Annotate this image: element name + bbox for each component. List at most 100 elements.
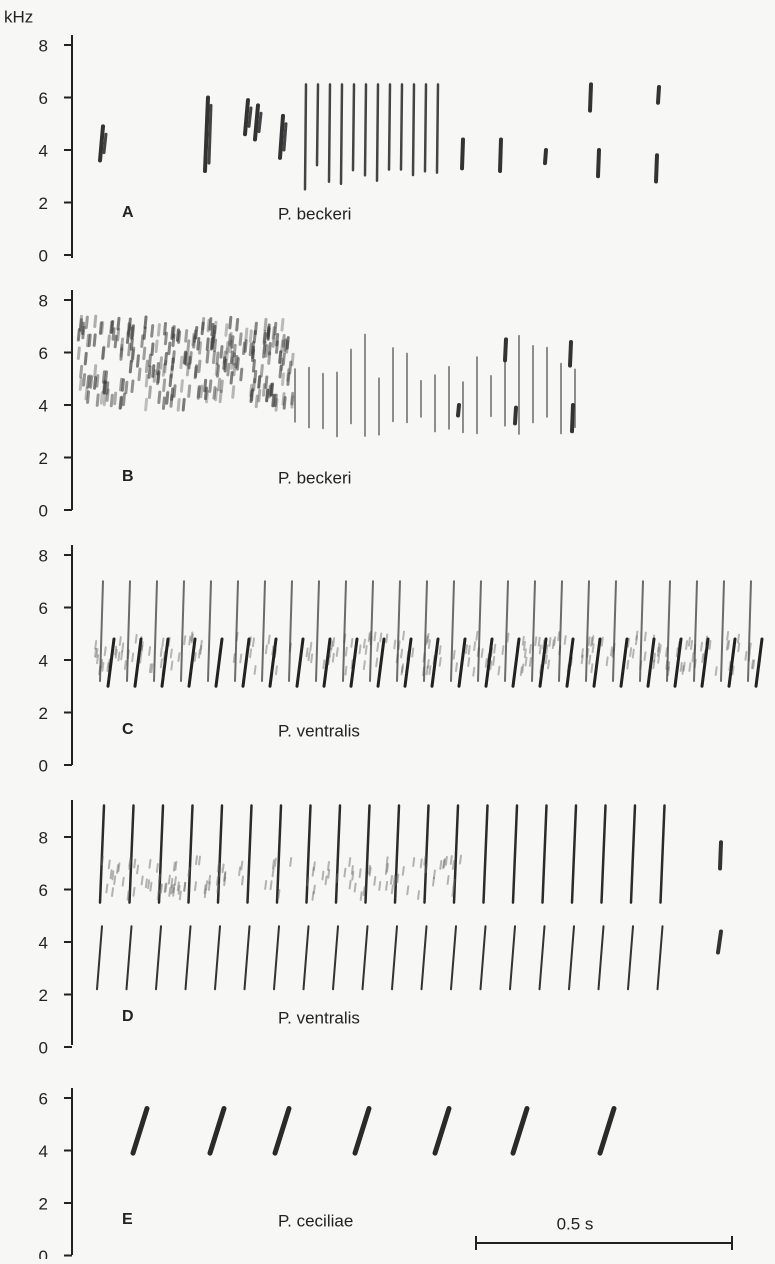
spectrogram-trace xyxy=(197,359,202,374)
spectrogram-trace xyxy=(161,363,166,377)
spectrogram-trace xyxy=(121,642,125,653)
spectrogram-trace xyxy=(726,631,730,641)
spectrogram-trace xyxy=(198,341,203,355)
spectrogram-trace xyxy=(392,874,396,885)
spectrogram-trace xyxy=(406,885,410,896)
spectrogram-trace xyxy=(262,329,267,344)
spectrogram-trace xyxy=(232,653,236,664)
spectrogram-trace xyxy=(172,384,177,398)
spectrogram-trace xyxy=(643,631,647,642)
spectrogram-trace xyxy=(159,647,163,658)
spectrogram-trace xyxy=(83,351,88,366)
spectrogram-trace xyxy=(187,804,194,904)
spectrogram-trace xyxy=(238,866,242,877)
spectrogram-trace xyxy=(144,359,149,374)
spectrogram-trace xyxy=(335,647,339,658)
spectrogram-trace xyxy=(750,659,754,670)
spectrogram-trace xyxy=(121,876,125,887)
spectrogram-trace xyxy=(248,636,252,647)
spectrogram-trace xyxy=(332,637,336,647)
spectrogram-trace xyxy=(282,122,288,152)
spectrogram-trace xyxy=(658,644,662,654)
spectrogram-trace xyxy=(510,1106,530,1156)
spectrogram-trace xyxy=(328,647,332,658)
spectrogram-trace xyxy=(207,580,212,682)
y-tick-label: 2 xyxy=(39,986,48,1005)
spectrogram-trace xyxy=(200,321,205,336)
spectrogram-trace xyxy=(163,331,168,346)
spectrogram-trace xyxy=(656,646,660,657)
spectrogram-trace xyxy=(590,663,594,674)
spectrogram-trace xyxy=(419,858,423,869)
spectrogram-trace xyxy=(148,646,152,657)
spectrogram-trace xyxy=(160,637,170,688)
spectrogram-trace xyxy=(321,870,325,881)
y-tick-label: 6 xyxy=(39,344,48,363)
spectrogram-trace xyxy=(417,890,421,901)
spectrogram-trace xyxy=(489,660,493,671)
spectrogram-trace xyxy=(128,804,135,904)
spectrogram-trace xyxy=(150,324,155,338)
spectrogram-trace xyxy=(400,663,404,674)
spectrogram-trace xyxy=(350,865,354,875)
spectrogram-trace xyxy=(187,384,192,398)
spectrogram-trace xyxy=(305,804,312,904)
spectrogram-trace xyxy=(142,346,147,361)
spectrogram-trace xyxy=(509,925,516,991)
spectrogram-trace xyxy=(591,635,595,645)
y-tick-label: 2 xyxy=(39,194,48,213)
spectrogram-trace xyxy=(199,639,203,650)
spectrogram-trace xyxy=(350,637,354,648)
spectrogram-trace xyxy=(87,374,92,388)
spectrogram-trace xyxy=(714,666,718,676)
spectrogram-trace xyxy=(147,385,152,399)
spectrogram-trace xyxy=(96,925,103,991)
spectrogram-trace xyxy=(305,647,309,658)
spectrogram-trace xyxy=(348,857,352,868)
spectrogram-trace xyxy=(631,648,635,659)
spectrogram-trace xyxy=(184,329,189,343)
spectrogram-trace xyxy=(229,371,234,385)
spectrogram-trace xyxy=(600,636,604,647)
spectrogram-trace xyxy=(183,882,187,892)
spectrogram-trace xyxy=(131,346,136,361)
spectrogram-trace xyxy=(626,659,630,670)
spectrogram-trace xyxy=(744,650,748,661)
spectrogram-trace xyxy=(472,666,476,677)
spectrogram-trace xyxy=(393,804,401,904)
spectrogram-trace xyxy=(700,641,704,652)
spectrogram-trace xyxy=(167,341,172,356)
y-tick-label: 8 xyxy=(39,828,48,847)
spectrogram-trace xyxy=(165,391,170,406)
spectrogram-trace xyxy=(98,321,103,335)
spectrogram-trace xyxy=(727,639,731,650)
spectrogram-trace xyxy=(271,334,276,348)
spectrogram-trace xyxy=(93,364,98,378)
spectrogram-trace xyxy=(218,867,222,878)
spectrogram-trace xyxy=(262,344,267,359)
spectrogram-trace xyxy=(103,646,107,657)
spectrogram-trace xyxy=(211,350,216,365)
spectrogram-trace xyxy=(194,325,199,340)
spectrogram-trace xyxy=(322,637,332,688)
spectrogram-trace xyxy=(222,356,227,370)
y-tick-label: 4 xyxy=(39,933,48,952)
spectrogram-trace xyxy=(154,339,159,354)
spectrogram-trace xyxy=(391,925,398,991)
spectrogram-trace xyxy=(98,804,106,904)
spectrogram-trace xyxy=(101,346,106,360)
y-tick-label: 2 xyxy=(39,449,48,468)
y-tick-label: 0 xyxy=(39,1038,48,1057)
spectrogram-trace xyxy=(452,804,460,904)
spectrogram-trace xyxy=(693,580,698,682)
spectrogram-trace xyxy=(326,861,330,871)
spectrogram-trace xyxy=(203,378,208,393)
spectrogram-trace xyxy=(716,929,723,955)
spectrogram-trace xyxy=(659,804,666,904)
spectrogram-trace xyxy=(399,83,404,171)
spectrogram-trace xyxy=(130,324,135,338)
spectrogram-trace xyxy=(186,339,191,353)
spectrogram-trace xyxy=(111,327,116,341)
spectrogram-trace xyxy=(182,350,187,365)
spectrogram-trace xyxy=(597,925,605,991)
